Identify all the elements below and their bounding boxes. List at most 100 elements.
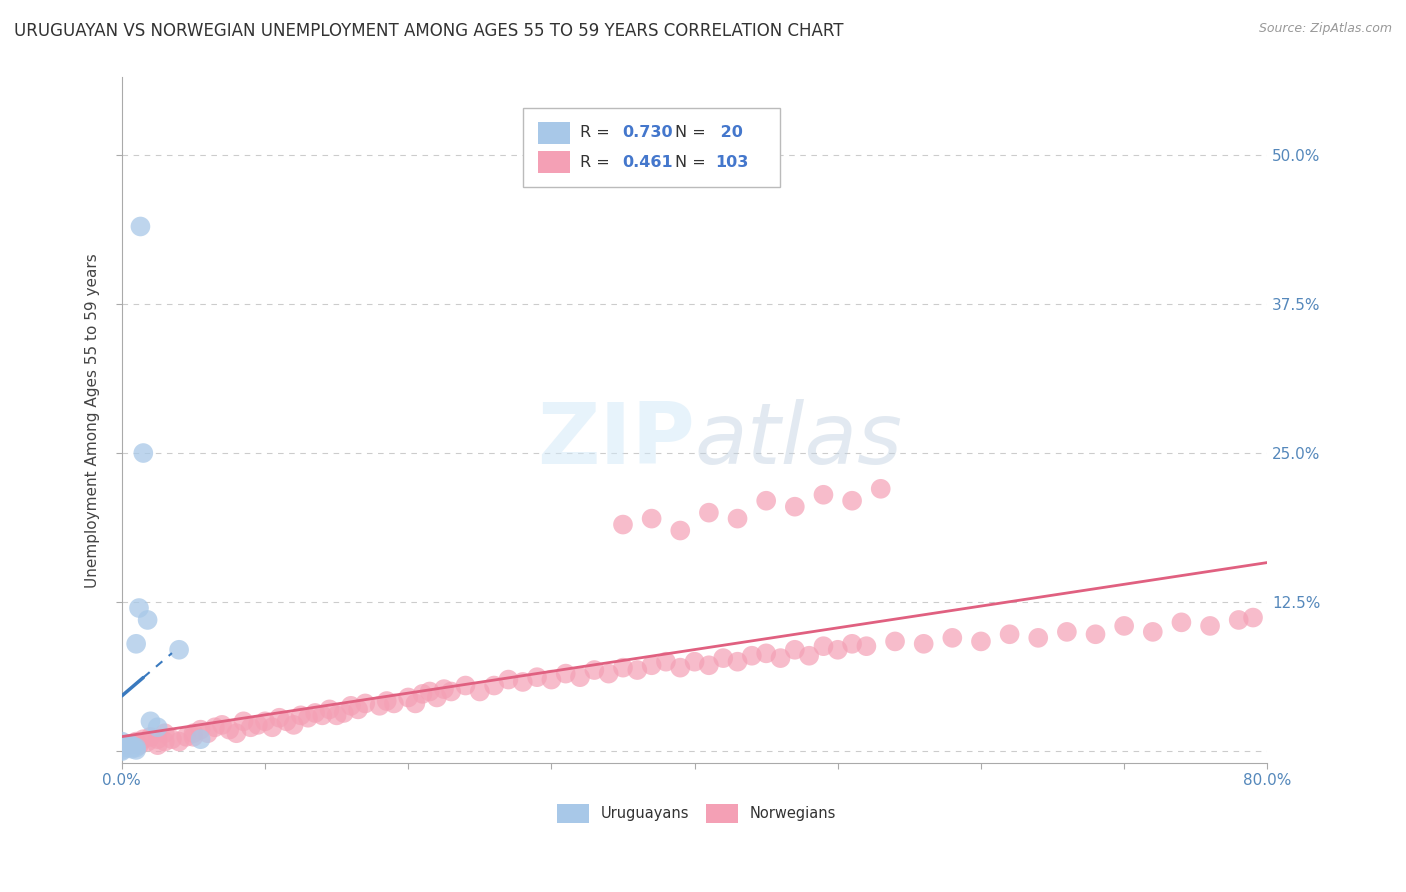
Point xyxy=(211,718,233,732)
Point xyxy=(121,741,143,756)
Point xyxy=(354,697,377,711)
Point xyxy=(912,637,935,651)
Point xyxy=(669,524,692,538)
Point xyxy=(283,718,305,732)
Point xyxy=(404,697,426,711)
Point xyxy=(727,511,749,525)
Text: 103: 103 xyxy=(716,155,748,170)
Point xyxy=(797,648,820,663)
Point xyxy=(612,660,634,674)
Point xyxy=(167,642,190,657)
Point xyxy=(183,730,205,744)
Point xyxy=(583,663,606,677)
Point xyxy=(304,706,326,720)
Point xyxy=(368,698,391,713)
Point xyxy=(297,711,319,725)
Point xyxy=(125,743,148,757)
Point xyxy=(498,673,520,687)
Point xyxy=(827,642,849,657)
Point xyxy=(125,740,148,755)
Text: atlas: atlas xyxy=(695,400,903,483)
Point xyxy=(1084,627,1107,641)
Point xyxy=(125,637,148,651)
Point xyxy=(125,734,148,748)
Point xyxy=(239,720,262,734)
Point xyxy=(153,734,176,748)
Point xyxy=(412,687,434,701)
Point xyxy=(111,738,134,752)
Point xyxy=(190,732,212,747)
Point xyxy=(683,655,706,669)
Point xyxy=(841,493,863,508)
Point xyxy=(884,634,907,648)
Point xyxy=(482,679,505,693)
Point xyxy=(129,219,152,234)
Point xyxy=(569,670,592,684)
Point xyxy=(454,679,477,693)
Point xyxy=(783,500,806,514)
Point xyxy=(855,639,877,653)
Point xyxy=(540,673,562,687)
Text: Norwegians: Norwegians xyxy=(749,806,837,822)
Y-axis label: Unemployment Among Ages 55 to 59 years: Unemployment Among Ages 55 to 59 years xyxy=(86,252,100,588)
Point xyxy=(697,506,720,520)
Point xyxy=(128,601,150,615)
FancyBboxPatch shape xyxy=(557,805,589,823)
Point xyxy=(813,639,835,653)
Point xyxy=(232,714,254,729)
Point xyxy=(426,690,449,705)
Point xyxy=(146,738,169,752)
Point xyxy=(711,651,734,665)
Point xyxy=(512,675,534,690)
Point xyxy=(669,660,692,674)
Point xyxy=(697,658,720,673)
Point xyxy=(769,651,792,665)
Point xyxy=(1056,624,1078,639)
Point xyxy=(218,723,240,737)
Point xyxy=(311,708,333,723)
Point xyxy=(139,730,162,744)
Point xyxy=(970,634,993,648)
Point xyxy=(998,627,1021,641)
Text: URUGUAYAN VS NORWEGIAN UNEMPLOYMENT AMONG AGES 55 TO 59 YEARS CORRELATION CHART: URUGUAYAN VS NORWEGIAN UNEMPLOYMENT AMON… xyxy=(14,22,844,40)
Text: ZIP: ZIP xyxy=(537,400,695,483)
Point xyxy=(190,723,212,737)
Point xyxy=(146,732,169,747)
Text: Uruguayans: Uruguayans xyxy=(600,806,689,822)
Point xyxy=(122,739,145,754)
FancyBboxPatch shape xyxy=(537,122,569,144)
Point xyxy=(1241,610,1264,624)
Text: R =: R = xyxy=(581,126,614,140)
Point xyxy=(340,698,363,713)
Point xyxy=(118,740,141,755)
Point xyxy=(118,738,141,752)
Point xyxy=(440,684,463,698)
Point xyxy=(755,493,778,508)
Point xyxy=(174,730,197,744)
Point xyxy=(941,631,963,645)
Point xyxy=(433,682,456,697)
Point xyxy=(111,734,134,748)
Point xyxy=(1142,624,1164,639)
Point xyxy=(727,655,749,669)
Point xyxy=(1199,619,1222,633)
Point xyxy=(269,711,291,725)
Point xyxy=(655,655,678,669)
Point xyxy=(1227,613,1250,627)
Point xyxy=(869,482,891,496)
Point xyxy=(128,738,150,752)
Point xyxy=(111,744,134,758)
Point xyxy=(396,690,419,705)
Point xyxy=(741,648,763,663)
Text: Source: ZipAtlas.com: Source: ZipAtlas.com xyxy=(1258,22,1392,36)
Point xyxy=(1170,615,1192,630)
Text: R =: R = xyxy=(581,155,614,170)
FancyBboxPatch shape xyxy=(706,805,738,823)
Point xyxy=(118,737,141,751)
Point xyxy=(347,702,370,716)
Point xyxy=(813,488,835,502)
Point xyxy=(640,658,662,673)
Point xyxy=(598,666,620,681)
Point xyxy=(640,511,662,525)
Point xyxy=(139,714,162,729)
